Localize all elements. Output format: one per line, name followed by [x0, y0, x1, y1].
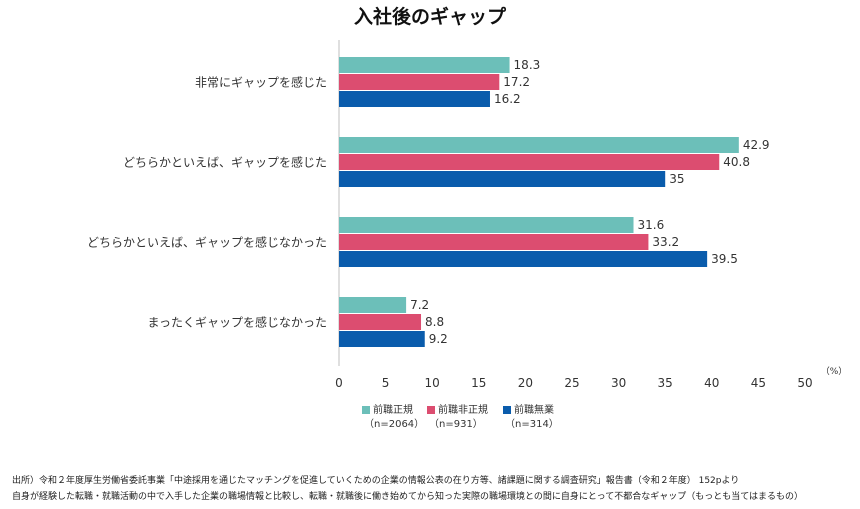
bar [339, 57, 510, 73]
legend-swatch [362, 406, 370, 414]
x-tick-label: 35 [658, 376, 673, 390]
legend-item: 前職正規 [362, 401, 413, 416]
category-label: まったくギャップを感じなかった [147, 315, 327, 330]
data-label: 17.2 [503, 75, 530, 89]
bar [339, 137, 739, 153]
category-label: どちらかといえば、ギャップを感じなかった [87, 235, 327, 250]
category-label: どちらかといえば、ギャップを感じた [123, 155, 327, 170]
bar [339, 217, 634, 233]
bar [339, 74, 500, 90]
x-tick-label: 50 [797, 376, 812, 390]
x-tick-label: 45 [751, 376, 766, 390]
bar [339, 331, 425, 347]
data-label: 42.9 [743, 138, 770, 152]
legend-sample-size: （n=931） [429, 419, 483, 430]
data-label: 31.6 [638, 218, 665, 232]
data-label: 33.2 [652, 235, 679, 249]
bar [339, 251, 708, 267]
unit-label: （%） [821, 366, 848, 377]
x-tick-label: 20 [518, 376, 533, 390]
bar-chart: 18.3 17.2 16.2 非常にギャップを感じた 42.9 40.8 35 どちらかといえ… [87, 40, 848, 390]
data-label: 9.2 [429, 332, 448, 346]
legend-item: 前職非正規 [427, 401, 488, 416]
legend-label: 前職無業 [514, 405, 554, 416]
legend-sample-size: （n=2064） [364, 419, 425, 430]
source-note: 出所）令和２年度厚生労働省委託事業「中途採用を通じたマッチングを促進していくため… [12, 473, 803, 505]
bar [339, 234, 649, 250]
legend-sample-size: （n=314） [505, 419, 559, 430]
data-label: 40.8 [723, 155, 750, 169]
definition-line: 自身が経験した転職・就職活動の中で入手した企業の職場情報と比較し、転職・就職後に… [12, 492, 804, 502]
data-label: 8.8 [425, 315, 444, 329]
x-tick-label: 0 [335, 376, 343, 390]
data-label: 35 [669, 172, 684, 186]
data-label: 16.2 [494, 92, 521, 106]
x-tick-label: 5 [382, 376, 390, 390]
bar [339, 171, 666, 187]
legend-label: 前職非正規 [438, 405, 488, 416]
x-tick-label: 30 [611, 376, 626, 390]
legend-swatch [427, 406, 435, 414]
data-label: 7.2 [410, 298, 429, 312]
x-tick-label: 10 [425, 376, 440, 390]
x-tick-label: 15 [471, 376, 486, 390]
category-label: 非常にギャップを感じた [195, 75, 327, 90]
legend-swatch [503, 406, 511, 414]
bar [339, 154, 720, 170]
bar [339, 314, 422, 330]
data-label: 39.5 [711, 252, 738, 266]
data-label: 18.3 [514, 58, 541, 72]
bar [339, 297, 407, 313]
x-tick-label: 25 [564, 376, 579, 390]
source-line: 出所）令和２年度厚生労働省委託事業「中途採用を通じたマッチングを促進していくため… [12, 476, 740, 486]
legend-item: 前職無業 [503, 401, 554, 416]
x-tick-label: 40 [704, 376, 719, 390]
chart-title: 入社後のギャップ [353, 6, 506, 28]
legend-label: 前職正規 [373, 405, 413, 416]
bar [339, 91, 490, 107]
